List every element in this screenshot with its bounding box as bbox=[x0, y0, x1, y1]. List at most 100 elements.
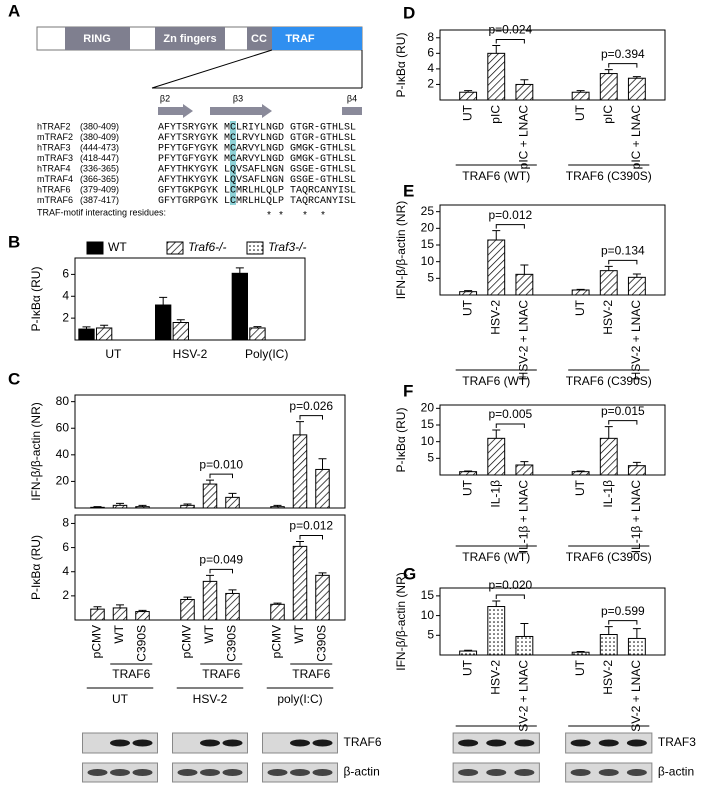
x-tick-label: HSV-2 bbox=[601, 300, 615, 335]
error-bar bbox=[464, 649, 473, 652]
bar bbox=[172, 322, 189, 341]
bracket bbox=[299, 535, 323, 540]
blot-band bbox=[87, 769, 108, 776]
chart: 2 4 6 P-IκBα (RU) UT HSV-2 Poly(IC) WT Traf6-/- T… bbox=[29, 240, 306, 361]
blot-band bbox=[598, 769, 619, 776]
y-tick-label: 2 bbox=[62, 588, 69, 602]
subgroup-label: TRAF6 bbox=[292, 667, 330, 681]
blot-band bbox=[570, 739, 591, 747]
x-tick-label: IL-1β bbox=[488, 480, 502, 508]
x-tick-label: C390S bbox=[135, 625, 149, 662]
bracket bbox=[495, 224, 525, 229]
blot-band bbox=[267, 769, 288, 776]
y-tick-label: 2 bbox=[62, 310, 69, 324]
y-axis-label: P-IκBα (RU) bbox=[394, 33, 408, 98]
x-tick-label: WT bbox=[292, 624, 306, 643]
strand-label: β3 bbox=[233, 93, 243, 103]
error-bar bbox=[632, 461, 641, 466]
domain-label: RING bbox=[83, 33, 111, 45]
error-bar bbox=[93, 606, 102, 610]
p-value: p=0.010 bbox=[199, 457, 243, 471]
x-tick-label: pIC bbox=[601, 105, 615, 124]
y-tick-label: 15 bbox=[421, 417, 435, 431]
row-range: (380-409) bbox=[80, 132, 119, 142]
blot-band bbox=[132, 769, 153, 776]
y-tick-label: 2 bbox=[427, 77, 434, 91]
y-tick-label: 15 bbox=[421, 588, 435, 602]
strand-bar bbox=[342, 107, 362, 115]
blot-label: β-actin bbox=[658, 765, 694, 779]
error-bar bbox=[93, 506, 102, 508]
error-bar bbox=[520, 264, 529, 275]
blot-band bbox=[312, 769, 333, 776]
p-value: p=0.015 bbox=[601, 404, 645, 418]
row-sequence: AFYTSRYGYK MCLRIYLNGD GTGR-GTHLSL bbox=[158, 123, 356, 134]
x-tick-label: UT bbox=[573, 104, 587, 121]
blot-label: β-actin bbox=[344, 765, 380, 779]
plot-frame bbox=[439, 29, 666, 101]
blot-band bbox=[200, 739, 220, 747]
p-value: p=0.134 bbox=[601, 244, 645, 258]
bar bbox=[315, 468, 330, 509]
legend-swatch bbox=[246, 241, 264, 255]
panel-letter: C bbox=[8, 369, 20, 388]
p-value: p=0.049 bbox=[199, 553, 243, 567]
bar bbox=[459, 291, 478, 296]
error-bar bbox=[138, 504, 147, 507]
error-bar bbox=[576, 470, 585, 472]
p-value: p=0.026 bbox=[289, 399, 333, 413]
y-axis-label: IFN-β/β-actin (NR) bbox=[394, 201, 408, 299]
row-sequence: AFYTHKYGYK LQVSAFLNGN GSGE-GTHLSL bbox=[158, 175, 356, 186]
blot-band bbox=[486, 739, 507, 747]
x-tick-label: UT bbox=[460, 659, 474, 676]
x-tick-label: pCMV bbox=[90, 625, 104, 658]
group-label: UT bbox=[112, 692, 129, 706]
y-tick-label: 15 bbox=[421, 237, 435, 251]
bar bbox=[95, 327, 113, 341]
error-bar bbox=[576, 90, 585, 93]
strand-label: β4 bbox=[347, 93, 357, 103]
bar bbox=[627, 276, 646, 296]
error-bar bbox=[520, 622, 529, 637]
y-tick-label: 6 bbox=[427, 46, 434, 60]
bar bbox=[292, 545, 308, 621]
row-name: hTRAF3 bbox=[37, 142, 71, 152]
x-tick-label: WT bbox=[112, 624, 126, 643]
row-range: (387-417) bbox=[80, 195, 119, 205]
error-bar bbox=[632, 628, 641, 639]
error-bar bbox=[492, 45, 501, 54]
error-bar bbox=[318, 458, 327, 470]
group-label: TRAF6 (C390S) bbox=[566, 374, 652, 388]
row-name: mTRAF6 bbox=[37, 195, 73, 205]
p-value: p=0.012 bbox=[488, 208, 532, 222]
row-sequence: PFYTGFYGYK MCARVYLNGD GMGK-GTHLSL bbox=[158, 154, 356, 165]
x-tick-label: UT bbox=[460, 104, 474, 121]
y-tick-label: 4 bbox=[62, 288, 69, 302]
row-sequence: GFYTGKPGYK LCMRLHLQLP TAQRCANYISL bbox=[158, 186, 356, 197]
x-tick-label: UT bbox=[460, 299, 474, 316]
alignment-footer: TRAF-motif interacting residues: bbox=[37, 207, 166, 217]
x-tick-label: pCMV bbox=[180, 625, 194, 658]
x-tick-label: C390S bbox=[225, 625, 239, 662]
blot-band bbox=[486, 769, 507, 776]
blot-band bbox=[514, 739, 535, 747]
error-bar bbox=[520, 461, 529, 465]
error-bar bbox=[206, 574, 214, 582]
p-value: p=0.599 bbox=[601, 604, 645, 618]
error-bar bbox=[183, 596, 192, 600]
strand-label: β2 bbox=[160, 93, 170, 103]
blot-band bbox=[626, 769, 647, 776]
bar bbox=[515, 635, 534, 656]
bar bbox=[571, 651, 590, 656]
bracket bbox=[495, 423, 525, 428]
x-tick-label: HSV-2 bbox=[173, 347, 208, 361]
domain-box bbox=[155, 27, 225, 50]
x-tick-label: HSV-2 + LNAC bbox=[629, 300, 643, 381]
bracket bbox=[608, 259, 638, 265]
chart: 5 10 15 20 P-IκBα (RU) UT IL-1β IL-1β + LNAC UT I… bbox=[394, 401, 666, 564]
error-bar bbox=[296, 541, 304, 547]
blot-band bbox=[290, 739, 310, 747]
row-range: (444-473) bbox=[80, 142, 119, 152]
error-bar bbox=[604, 265, 613, 271]
